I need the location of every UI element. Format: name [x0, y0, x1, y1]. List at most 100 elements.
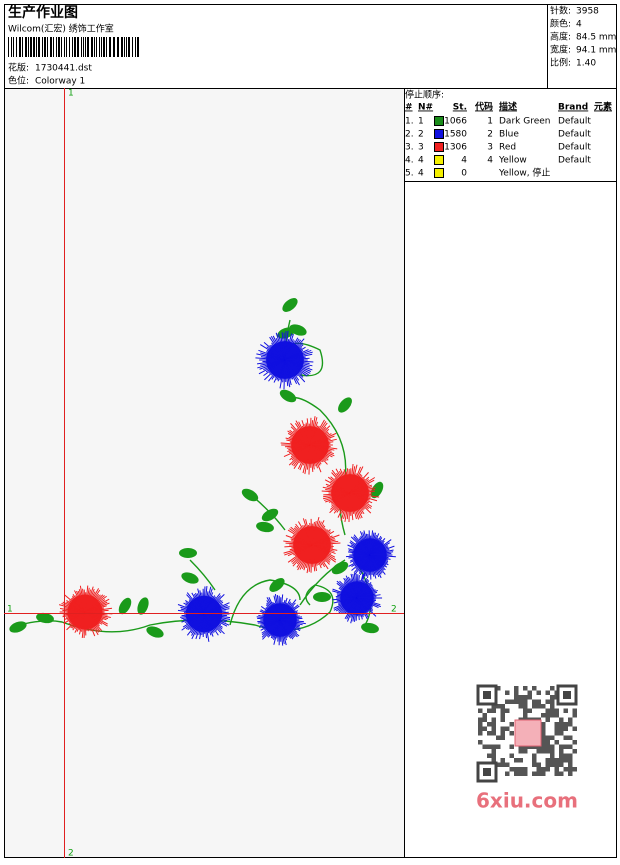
- qr-cell: [545, 690, 550, 695]
- qr-cell: [491, 731, 496, 736]
- qr-cell: [545, 744, 550, 749]
- qr-cell: [514, 690, 519, 695]
- qr-cell: [505, 771, 510, 776]
- qr-cell: [568, 758, 573, 763]
- qr-cell: [523, 704, 528, 709]
- qr-cell: [563, 744, 568, 749]
- qr-cell: [554, 708, 559, 713]
- qr-cell: [541, 771, 546, 776]
- leaf: [261, 508, 279, 522]
- qr-cell: [545, 740, 550, 745]
- qr-cell: [550, 699, 555, 704]
- stat-label: 颜色:: [550, 18, 571, 30]
- qr-cell: [496, 762, 501, 767]
- column-header: 描述: [499, 101, 517, 113]
- bar: [83, 37, 84, 57]
- qr-cell: [550, 758, 555, 763]
- cell: 1306: [444, 143, 467, 153]
- qr-cell: [559, 717, 564, 722]
- qr-code: [470, 680, 585, 785]
- cell: 1066: [444, 117, 467, 127]
- leaf: [338, 397, 352, 413]
- qr-cell: [487, 731, 492, 736]
- qr-cell: [541, 726, 546, 731]
- qr-cell: [563, 758, 568, 763]
- qr-cell: [491, 726, 496, 731]
- qr-cell: [509, 699, 514, 704]
- qr-cell: [563, 708, 568, 713]
- qr-cell: [478, 731, 483, 736]
- qr-cell: [568, 767, 573, 772]
- color-swatch: [434, 155, 444, 165]
- qr-cell: [491, 704, 496, 709]
- cell: Red: [499, 143, 516, 153]
- qr-cell: [545, 758, 550, 763]
- marker: 1: [7, 605, 13, 615]
- qr-cell: [554, 722, 559, 727]
- qr-cell: [514, 758, 519, 763]
- bar: [38, 37, 40, 57]
- cell: Default: [558, 130, 591, 140]
- qr-cell: [478, 708, 483, 713]
- qr-cell: [568, 722, 573, 727]
- column-header: N#: [418, 103, 433, 113]
- stitch: [349, 490, 375, 494]
- stat-value: 94.1 mm: [576, 46, 616, 56]
- qr-cell: [532, 699, 537, 704]
- bar: [135, 37, 136, 57]
- bar: [113, 37, 115, 57]
- bar: [28, 37, 29, 57]
- qr-cell: [505, 726, 510, 731]
- cell: 4.: [405, 156, 414, 166]
- leaf: [179, 548, 197, 558]
- qr-cell: [487, 722, 492, 727]
- qr-cell: [541, 749, 546, 754]
- qr-cell: [554, 713, 559, 718]
- cell: 2.: [405, 130, 414, 140]
- stat-label: 宽度:: [550, 44, 571, 56]
- qr-cell: [536, 699, 541, 704]
- qr-cell: [550, 735, 555, 740]
- qr-cell: [536, 762, 541, 767]
- bar: [128, 37, 130, 57]
- marker: 2: [68, 849, 74, 859]
- qr-cell: [482, 744, 487, 749]
- leaf: [181, 572, 199, 584]
- qr-cell: [554, 740, 559, 745]
- title: 生产作业图: [8, 4, 78, 21]
- cell: 4: [461, 156, 467, 166]
- qr-cell: [541, 744, 546, 749]
- qr-cell: [554, 726, 559, 731]
- cell: 3.: [405, 143, 414, 153]
- bar: [25, 37, 27, 57]
- bar: [81, 37, 82, 57]
- qr-cell: [478, 722, 483, 727]
- color-swatch: [434, 116, 444, 126]
- qr-cell: [541, 731, 546, 736]
- stitch: [284, 357, 310, 361]
- stat-value: 84.5 mm: [576, 33, 616, 43]
- qr-cell: [500, 731, 505, 736]
- qr-cell: [500, 708, 505, 713]
- qr-cell: [509, 767, 514, 772]
- qr-cell: [527, 708, 532, 713]
- design-label: 花版:: [8, 62, 29, 74]
- qr-cell: [541, 713, 546, 718]
- qr-finder: [483, 691, 491, 699]
- qr-cell: [509, 744, 514, 749]
- qr-cell: [572, 713, 577, 718]
- leaf: [36, 612, 54, 624]
- bar: [132, 37, 133, 57]
- qr-cell: [523, 744, 528, 749]
- qr-cell: [554, 758, 559, 763]
- qr-cell: [500, 726, 505, 731]
- cell: 1580: [444, 130, 467, 140]
- cell: Default: [558, 117, 591, 127]
- bar: [91, 37, 93, 57]
- qr-cell: [559, 731, 564, 736]
- qr-cell: [514, 699, 519, 704]
- bar: [121, 37, 123, 57]
- stem: [189, 559, 216, 591]
- cell: Yellow: [498, 156, 527, 166]
- qr-cell: [545, 762, 550, 767]
